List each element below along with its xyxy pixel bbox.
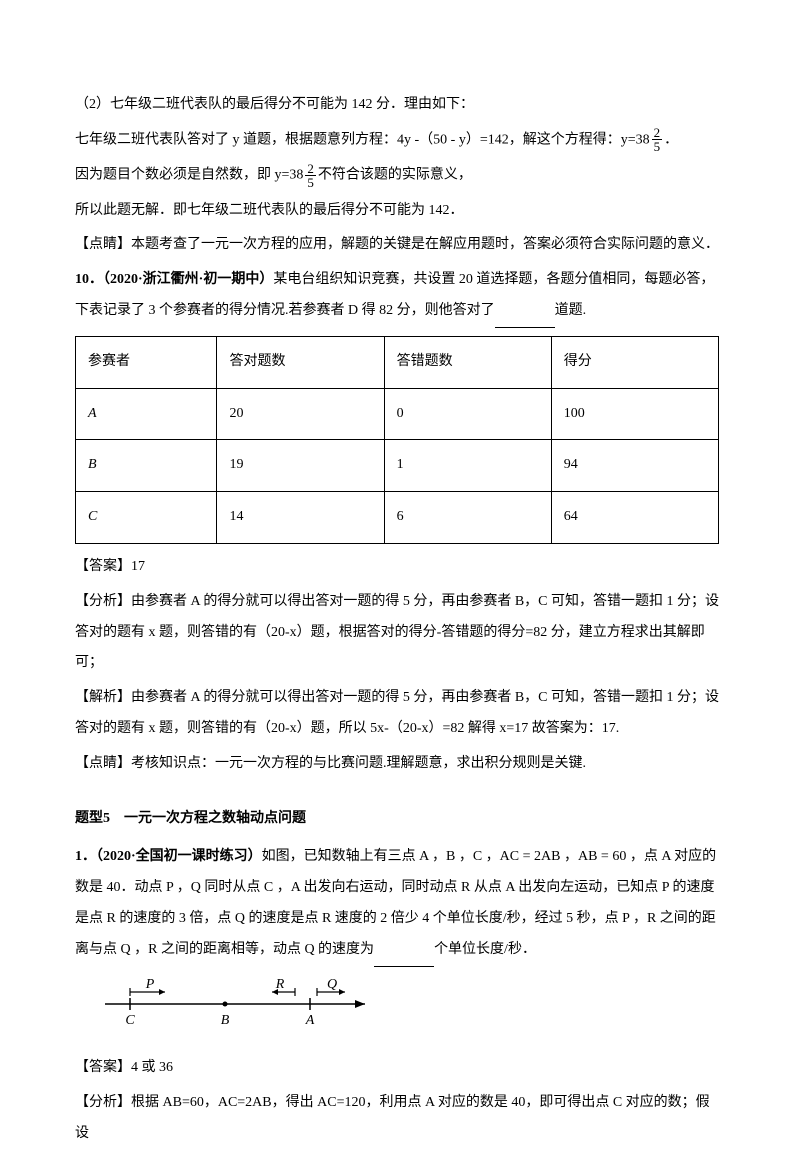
th-2: 答错题数 [384, 336, 551, 388]
th-1: 答对题数 [217, 336, 384, 388]
svg-text:A: A [305, 1013, 315, 1028]
para-3-post: 不符合该题的实际意义， [318, 168, 472, 183]
para-2-pre: 七年级二班代表队答对了 y 道题，根据题意列方程：4y -（50 - y）=14… [75, 132, 650, 147]
td-2-1: 14 [217, 492, 384, 544]
th-0: 参赛者 [76, 336, 217, 388]
q1-post: 个单位长度/秒． [434, 942, 536, 957]
td-0-2: 0 [384, 388, 551, 440]
analysis-1: 【分析】根据 AB=60，AC=2AB，得出 AC=120，利用点 A 对应的数… [75, 1095, 710, 1141]
th-3: 得分 [551, 336, 718, 388]
td-1-1: 19 [217, 440, 384, 492]
analysis-10-2: 【解析】由参赛者 A 的得分就可以得出答对一题的得 5 分，再由参赛者 B，C … [75, 690, 719, 736]
para-2-1: （2）七年级二班代表队的最后得分不可能为 142 分．理由如下： [75, 97, 474, 112]
td-0-3: 100 [551, 388, 718, 440]
svg-text:B: B [221, 1013, 230, 1028]
td-1-2: 1 [384, 440, 551, 492]
td-2-0: C [76, 492, 217, 544]
fraction-2: 25 [305, 162, 316, 189]
svg-text:C: C [125, 1013, 135, 1028]
td-1-3: 94 [551, 440, 718, 492]
para-5: 【点睛】本题考查了一元一次方程的应用，解题的关键是在解应用题时，答案必须符合实际… [75, 237, 719, 252]
para-3-pre: 因为题目个数必须是自然数，即 y=38 [75, 168, 303, 183]
table-row: A 20 0 100 [76, 388, 719, 440]
td-0-0: A [76, 388, 217, 440]
svg-text:Q: Q [327, 979, 337, 992]
q10-ref: 10．（2020·浙江衢州·初一期中） [75, 272, 273, 287]
td-2-3: 64 [551, 492, 718, 544]
answer-1: 【答案】4 或 36 [75, 1060, 173, 1075]
td-0-1: 20 [217, 388, 384, 440]
analysis-10-1: 【分析】由参赛者 A 的得分就可以得出答对一题的得 5 分，再由参赛者 B，C … [75, 594, 719, 671]
table-header-row: 参赛者 答对题数 答错题数 得分 [76, 336, 719, 388]
q10-blank [495, 296, 555, 328]
td-2-2: 6 [384, 492, 551, 544]
svg-text:P: P [145, 979, 155, 992]
answer-10: 【答案】17 [75, 559, 145, 574]
table-row: C 14 6 64 [76, 492, 719, 544]
td-1-0: B [76, 440, 217, 492]
para-4: 所以此题无解．即七年级二班代表队的最后得分不可能为 142． [75, 203, 464, 218]
table-row: B 19 1 94 [76, 440, 719, 492]
q10-post: 道题. [555, 303, 587, 318]
fraction-1: 25 [652, 126, 663, 153]
number-line-diagram: C B A P R Q [95, 979, 719, 1042]
svg-text:R: R [275, 979, 285, 992]
para-2-post: ． [664, 132, 678, 147]
score-table: 参赛者 答对题数 答错题数 得分 A 20 0 100 B 19 1 94 C … [75, 336, 719, 544]
q1-ref: 1．（2020·全国初一课时练习） [75, 849, 262, 864]
analysis-10-3: 【点睛】考核知识点：一元一次方程的与比赛问题.理解题意，求出积分规则是关键. [75, 756, 586, 771]
section-5-title: 题型5 一元一次方程之数轴动点问题 [75, 811, 306, 826]
q1-blank [374, 935, 434, 967]
